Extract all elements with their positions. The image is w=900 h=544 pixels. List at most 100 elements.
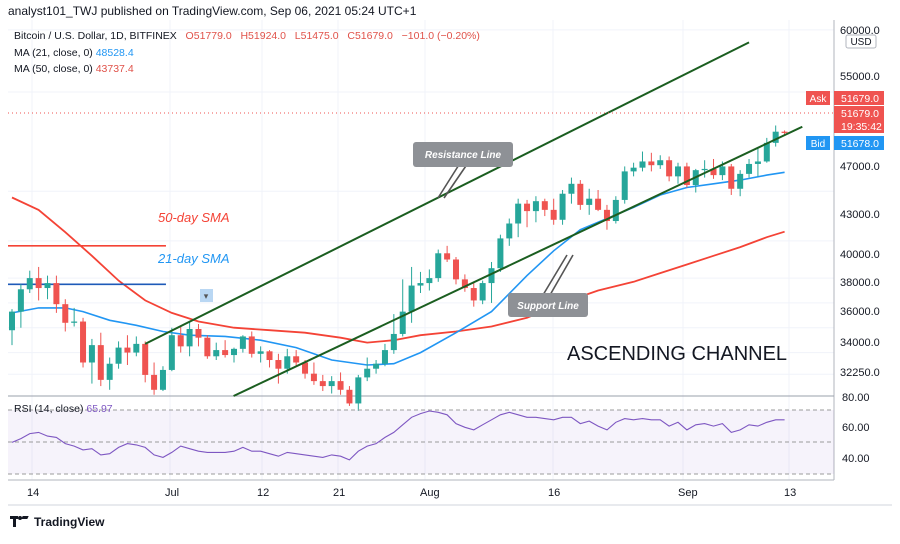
last-price-box: [834, 106, 884, 133]
candle: [151, 362, 158, 395]
candle-body: [497, 238, 504, 269]
candle-body: [204, 337, 211, 357]
candle: [17, 284, 24, 328]
candle-body: [470, 288, 477, 301]
candle-body: [302, 362, 309, 374]
candle-body: [417, 283, 424, 286]
candle: [381, 343, 388, 367]
price-tick-34000: 34000.0: [840, 337, 880, 349]
candle-body: [9, 311, 15, 331]
candle: [444, 245, 451, 262]
price-axis: 60000.0 USD 55000.0 47000.0 43000.0 4000…: [806, 25, 884, 379]
candle: [506, 218, 513, 246]
candle: [310, 362, 317, 385]
candle: [26, 270, 33, 294]
support-callout-text: Support Line: [517, 301, 579, 312]
candle-body: [310, 373, 317, 382]
candle: [568, 177, 575, 204]
candle: [266, 350, 273, 368]
candle: [621, 166, 628, 204]
candle-body: [408, 285, 415, 312]
candle: [275, 353, 282, 384]
time-label-13: 13: [784, 487, 796, 499]
rsi-line: [11, 410, 785, 461]
candle: [728, 163, 735, 195]
price-tick-32250: 32250.0: [840, 367, 880, 379]
candle: [248, 331, 255, 358]
ask-label-box: [806, 91, 830, 105]
candle: [159, 366, 166, 392]
rsi-legend-label: RSI (14, close): [14, 403, 84, 415]
candle-body: [151, 374, 158, 390]
candle-body: [213, 350, 220, 357]
candle: [346, 386, 353, 406]
candle-body: [284, 356, 291, 369]
candle-body: [35, 278, 42, 289]
grid: [8, 20, 834, 480]
candle: [133, 336, 140, 357]
candle: [675, 162, 681, 184]
candle: [124, 335, 131, 365]
candle-body: [719, 166, 726, 176]
channel-line-lower: [233, 125, 803, 397]
candle-body: [577, 183, 584, 205]
candle-body: [257, 351, 264, 354]
candle-body: [337, 381, 344, 390]
candle: [612, 196, 619, 224]
candle: [62, 299, 69, 332]
support-callout-box: [508, 293, 588, 317]
support-line-callout: Support Line: [508, 254, 588, 317]
candle: [497, 234, 504, 272]
candle-body: [399, 311, 406, 334]
candle-body: [710, 168, 717, 176]
candle: [488, 261, 495, 303]
candle: [524, 199, 531, 228]
candle: [763, 137, 770, 163]
candle-body: [71, 321, 78, 323]
candle: [9, 309, 15, 346]
candle-body: [612, 199, 619, 222]
candle-body: [346, 389, 353, 404]
candle: [470, 281, 477, 307]
time-label-12: 12: [257, 487, 269, 499]
candle: [559, 190, 566, 225]
candle: [541, 198, 548, 217]
ohlc-high: H51924.0: [234, 30, 287, 42]
candle-body: [186, 328, 193, 347]
candle: [577, 180, 584, 210]
time-label-14: 14: [27, 487, 39, 499]
ma50-legend-label: MA (50, close, 0): [14, 63, 93, 75]
candle: [44, 275, 51, 300]
footer-brand: TradingView: [10, 515, 104, 529]
price-tick-47000: 47000.0: [840, 161, 880, 173]
price-tick-40000: 40000.0: [840, 249, 880, 261]
candle: [426, 269, 433, 291]
candle: [479, 280, 486, 305]
ma50-line: [11, 196, 785, 344]
candle-body: [648, 161, 655, 166]
candle-body: [453, 259, 459, 280]
rsi-tick-60: 60.00: [842, 422, 870, 434]
candle: [515, 198, 522, 238]
candle-body: [26, 278, 33, 290]
price-tick-38000: 38000.0: [840, 277, 880, 289]
candle-body: [639, 161, 646, 168]
candle: [586, 188, 593, 215]
candle-body: [177, 335, 184, 347]
candle: [683, 162, 690, 188]
candle-body: [159, 369, 166, 390]
candle: [701, 160, 708, 178]
candle-body: [44, 283, 51, 289]
ma50-legend-value: 43737.4: [95, 63, 134, 75]
tradingview-logo-icon: [10, 516, 30, 528]
resistance-callout-text: Resistance Line: [425, 150, 502, 161]
candle: [453, 257, 459, 285]
candle-body: [568, 183, 575, 194]
candle-body: [444, 253, 451, 260]
candle: [417, 271, 424, 294]
resistance-callout-box: [413, 142, 513, 167]
currency-box[interactable]: [845, 34, 877, 49]
candle-body: [746, 163, 753, 174]
event-marker: [200, 289, 213, 302]
